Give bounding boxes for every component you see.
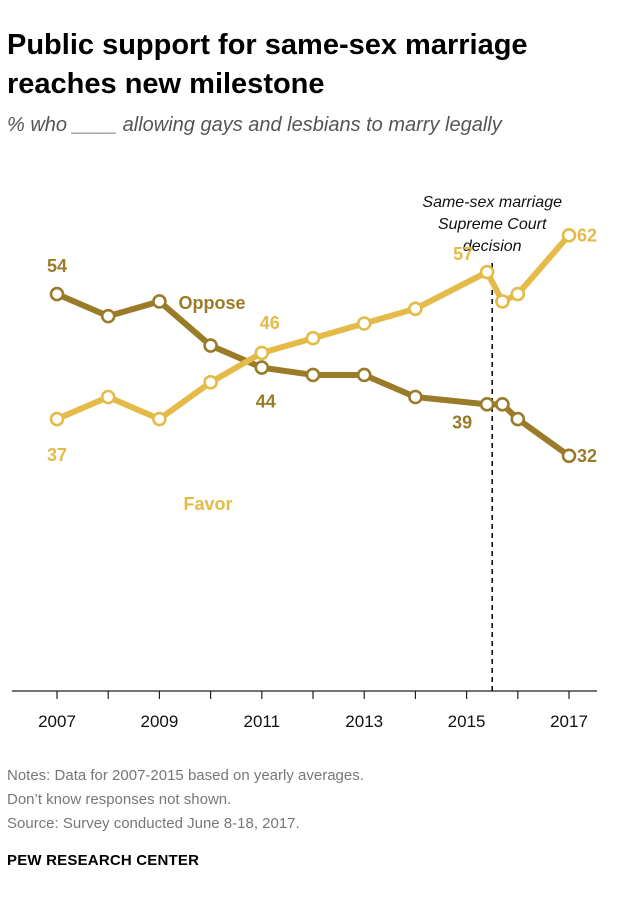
- favor-point: [49, 411, 65, 427]
- x-tick-label: 2013: [345, 712, 383, 731]
- series-layer: [49, 228, 577, 464]
- favor-data-label: 37: [47, 445, 67, 465]
- x-tick-label: 2015: [448, 712, 486, 731]
- favor-point: [479, 264, 495, 280]
- favor-data-label: 62: [577, 225, 597, 245]
- annotation-text-line: decision: [463, 238, 522, 255]
- oppose-point: [100, 308, 116, 324]
- notes: Notes: Data for 2007-2015 based on yearl…: [7, 764, 364, 836]
- favor-point: [305, 330, 321, 346]
- oppose-data-label: 39: [452, 412, 472, 432]
- x-tick-label: 2011: [244, 712, 281, 731]
- annotation-text-line: Same-sex marriage: [422, 194, 562, 211]
- favor-point: [495, 294, 510, 309]
- x-tick-label: 2009: [140, 712, 178, 731]
- court-decision-annotation: Same-sex marriage Supreme Court decision: [422, 194, 562, 691]
- oppose-point: [254, 360, 270, 375]
- favor-point: [100, 389, 116, 405]
- note-line-source: Source: Survey conducted June 8-18, 2017…: [7, 815, 300, 832]
- pew-research-center-logo-text: PEW RESEARCH CENTER: [7, 852, 200, 869]
- oppose-point: [479, 397, 495, 412]
- oppose-point: [305, 367, 321, 383]
- oppose-data-label: 32: [577, 446, 597, 466]
- favor-point: [203, 374, 218, 390]
- x-axis: 2007 2009 2011 2013 2015 2017: [12, 690, 597, 731]
- favor-point: [254, 345, 270, 361]
- favor-point: [356, 316, 372, 331]
- line-chart: 2007 2009 2011 2013 2015 2017 Same-sex marria…: [12, 194, 597, 731]
- chart-subtitle: % who ____ allowing gays and lesbians to…: [7, 114, 502, 136]
- note-line-data: Notes: Data for 2007-2015 based on yearl…: [7, 767, 364, 784]
- data-labels: 54 44 39 32 37 46 57 62 Oppose Favor: [47, 225, 597, 514]
- favor-point: [408, 301, 423, 317]
- x-tick-label: 2017: [550, 712, 588, 731]
- oppose-data-label: 44: [256, 392, 276, 412]
- oppose-point: [561, 448, 577, 464]
- oppose-point: [49, 286, 65, 302]
- favor-point: [152, 411, 167, 427]
- x-tick-label: 2007: [38, 712, 76, 731]
- favor-series-name: Favor: [183, 494, 232, 514]
- oppose-point: [495, 397, 510, 412]
- favor-point: [510, 286, 526, 302]
- chart-title: Public support for same-sex marriage rea…: [7, 29, 528, 100]
- oppose-data-label: 54: [47, 256, 67, 276]
- note-line-dontknow: Don’t know responses not shown.: [7, 791, 232, 808]
- oppose-point: [203, 338, 218, 353]
- oppose-point: [408, 389, 423, 405]
- favor-data-label: 46: [260, 313, 280, 333]
- oppose-point: [356, 367, 372, 383]
- oppose-series-name: Oppose: [178, 293, 245, 313]
- favor-point: [561, 228, 577, 243]
- oppose-point: [152, 294, 167, 309]
- favor-data-label: 57: [453, 244, 473, 264]
- annotation-text-line: Supreme Court: [438, 216, 547, 233]
- oppose-point: [510, 411, 526, 427]
